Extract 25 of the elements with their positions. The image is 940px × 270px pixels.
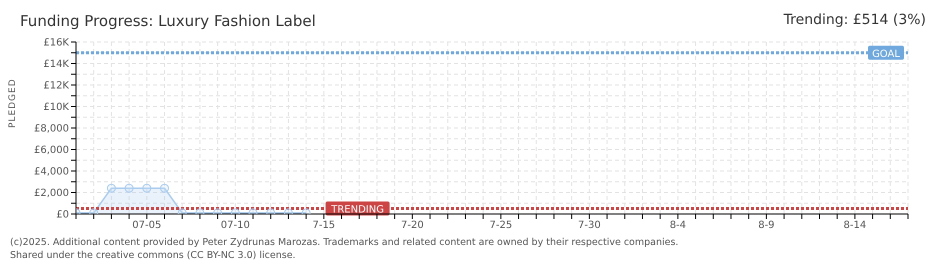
x-tick-label: 7-30 (578, 220, 601, 232)
ref-line-label: GOAL (872, 48, 900, 60)
y-axis-title: PLEDGED (8, 78, 18, 128)
y-tick-label: £4,000 (34, 166, 69, 178)
y-tick-label: £6,000 (34, 145, 69, 156)
y-tick-label: £14K (43, 59, 70, 70)
x-tick-label: 07-10 (220, 220, 250, 232)
text: Trending: £514 (3%) (784, 12, 926, 28)
y-tick-label: £8,000 (34, 124, 69, 135)
y-tick-label: £16K (43, 38, 70, 49)
ref-line-label: TRENDING (330, 204, 384, 216)
y-tick-label: £10K (43, 102, 70, 114)
text: (c)2025. Additional content provided by Peter Zydrunas Marozas. Trademarks and related content are owned by their respective companies. (10, 237, 678, 248)
x-tick-label: 8-4 (670, 220, 686, 232)
x-tick-label: 8-14 (844, 220, 866, 232)
y-tick-label: £0 (56, 210, 69, 221)
x-tick-label: 7-15 (312, 220, 336, 232)
text: Shared under the creative commons (CC BY-NC 3.0) license. (10, 250, 296, 261)
x-tick-label: 8-9 (758, 220, 775, 232)
chart-title: Funding Progress: Luxury Fashion Label (20, 12, 316, 30)
x-tick-label: 7-25 (490, 220, 512, 232)
x-tick-label: 07-05 (132, 220, 162, 232)
x-tick-label: 7-20 (400, 220, 424, 232)
y-tick-label: £12K (43, 80, 70, 92)
y-tick-label: £2,000 (34, 188, 69, 200)
